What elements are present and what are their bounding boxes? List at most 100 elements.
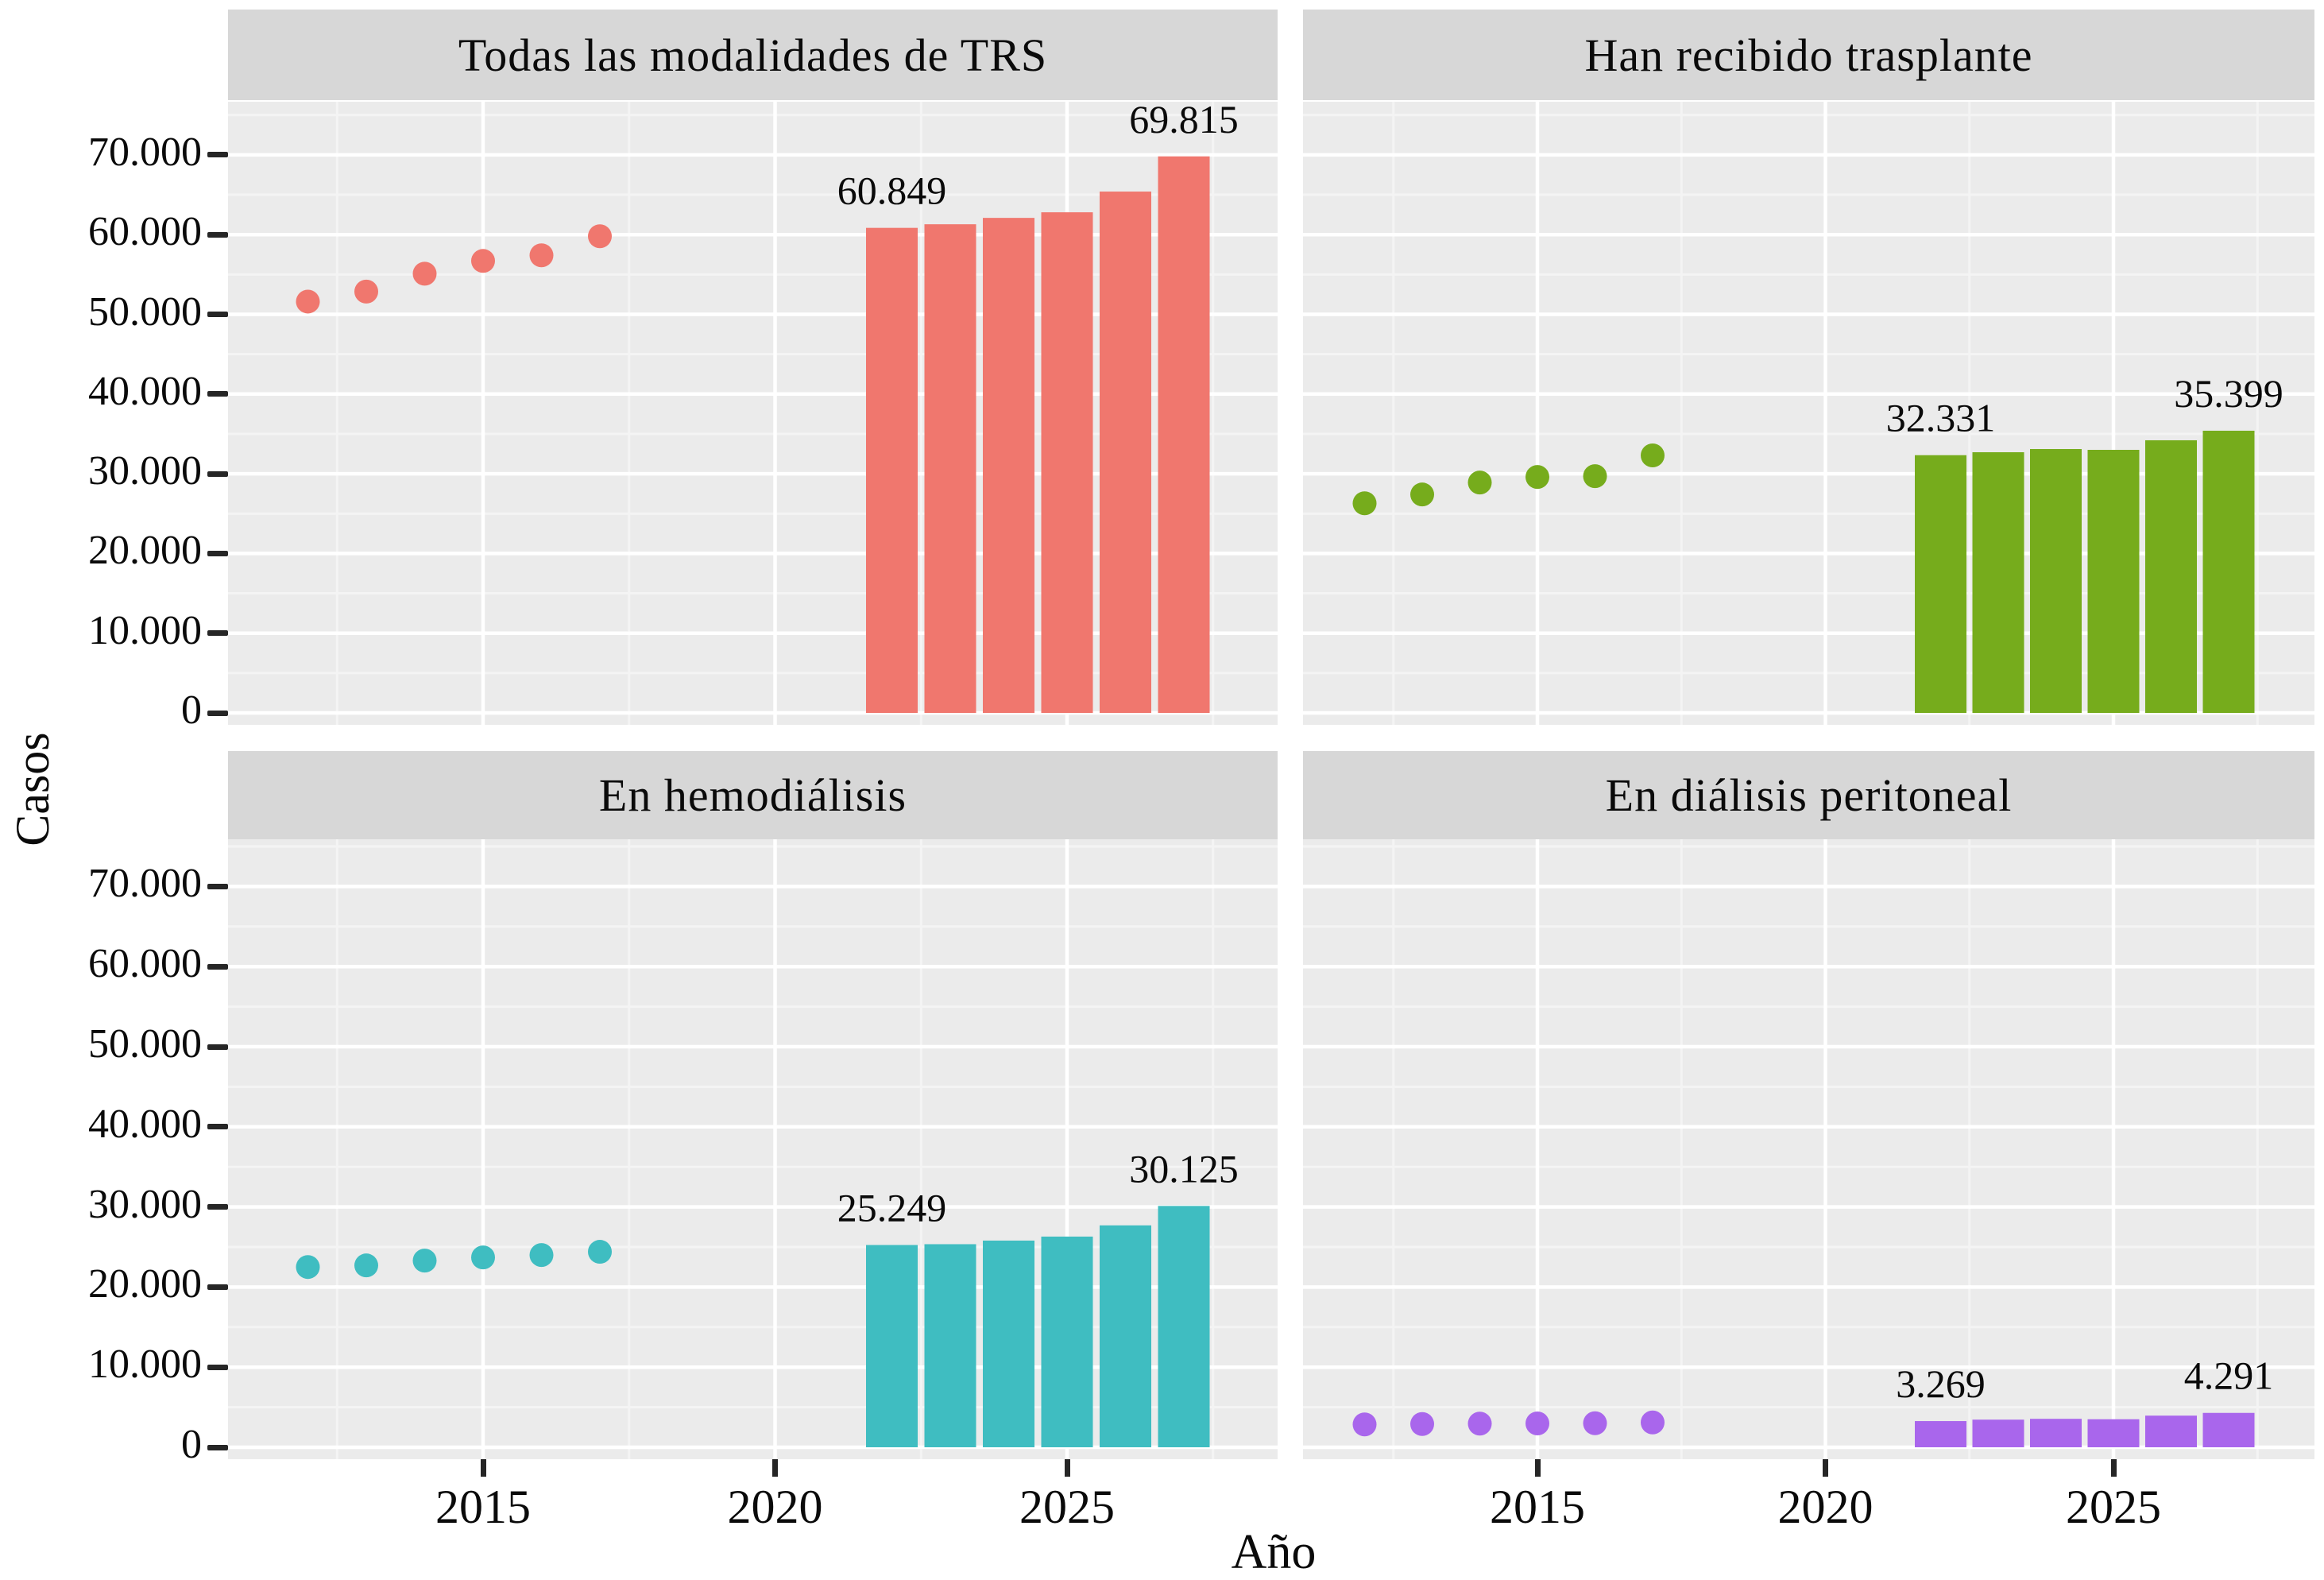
projection-bar bbox=[2145, 1415, 2197, 1447]
facet-strip-trasplante: Han recibido trasplante bbox=[1303, 10, 2314, 100]
observed-data-point bbox=[1467, 1412, 1492, 1436]
x-tick-label: 2020 bbox=[727, 1481, 823, 1533]
facet-title: Han recibido trasplante bbox=[1584, 29, 2033, 81]
projection-bar bbox=[1915, 1421, 1966, 1447]
x-tick-label: 2020 bbox=[1777, 1481, 1874, 1533]
observed-data-point bbox=[296, 1255, 320, 1280]
projection-bar bbox=[924, 1244, 976, 1447]
observed-data-point bbox=[1583, 1411, 1607, 1435]
last-bar-value-label: 30.125 bbox=[1129, 1146, 1239, 1191]
first-bar-value-label: 25.249 bbox=[837, 1185, 947, 1230]
y-tick-mark bbox=[207, 1204, 228, 1210]
projection-bar bbox=[866, 1245, 918, 1447]
projection-bar bbox=[2202, 430, 2255, 713]
observed-data-point bbox=[588, 224, 612, 249]
y-tick-mark bbox=[207, 471, 228, 477]
projection-bar bbox=[1100, 192, 1151, 714]
y-tick-label: 70.000 bbox=[88, 129, 202, 175]
y-tick-label: 70.000 bbox=[88, 861, 202, 907]
facet-strip-dialisis-peritoneal: En diálisis peritoneal bbox=[1303, 751, 2314, 839]
observed-data-point bbox=[1410, 482, 1434, 507]
x-tick-mark bbox=[480, 1459, 486, 1477]
y-tick-label: 20.000 bbox=[88, 528, 202, 574]
projection-bar bbox=[2145, 440, 2197, 713]
observed-data-point bbox=[412, 1249, 437, 1273]
y-tick-mark bbox=[207, 152, 228, 158]
y-tick-label: 40.000 bbox=[88, 368, 202, 414]
x-axis-title: Año bbox=[1231, 1525, 1317, 1579]
observed-data-point bbox=[529, 1243, 554, 1268]
y-tick-mark bbox=[207, 231, 228, 238]
projection-bar bbox=[2087, 450, 2140, 713]
projection-bar bbox=[866, 227, 918, 713]
first-bar-value-label: 3.269 bbox=[1896, 1361, 1986, 1406]
x-tick-label: 2015 bbox=[435, 1481, 531, 1533]
x-tick-mark bbox=[772, 1459, 778, 1477]
y-tick-label: 0 bbox=[181, 687, 202, 733]
x-tick-mark bbox=[2110, 1459, 2117, 1477]
projection-bar bbox=[1041, 212, 1093, 714]
y-tick-mark bbox=[207, 312, 228, 317]
observed-data-point bbox=[1525, 465, 1549, 490]
projection-bar bbox=[1158, 1206, 1210, 1447]
observed-data-point bbox=[1583, 464, 1607, 489]
y-tick-label: 10.000 bbox=[88, 1342, 202, 1388]
y-tick-mark bbox=[207, 1444, 228, 1450]
y-tick-label: 60.000 bbox=[88, 209, 202, 255]
projection-bar bbox=[2087, 1419, 2140, 1447]
y-tick-mark bbox=[207, 1364, 228, 1370]
y-tick-mark bbox=[207, 391, 228, 397]
x-tick-label: 2025 bbox=[2066, 1481, 2161, 1533]
last-bar-value-label: 4.291 bbox=[2184, 1353, 2274, 1398]
y-tick-label: 50.000 bbox=[88, 1021, 202, 1067]
panel-plot-dialisis-peritoneal: 3.269 4.291 bbox=[1303, 839, 2314, 1459]
panel-plot-todas-trs: 60.849 69.815 bbox=[228, 102, 1278, 725]
facet-title: En diálisis peritoneal bbox=[1605, 769, 2013, 821]
observed-data-point bbox=[1641, 1410, 1665, 1435]
projection-bar bbox=[1972, 1419, 2024, 1447]
observed-data-point bbox=[471, 249, 495, 273]
panel-plot-trasplante: 32.331 35.399 bbox=[1303, 102, 2314, 725]
last-bar-value-label: 35.399 bbox=[2174, 371, 2283, 416]
observed-data-point bbox=[1467, 471, 1492, 495]
projection-bar bbox=[2030, 1419, 2082, 1447]
y-tick-mark bbox=[207, 630, 228, 637]
observed-data-point bbox=[296, 289, 320, 314]
y-tick-mark bbox=[207, 550, 228, 556]
observed-data-point bbox=[471, 1245, 495, 1270]
projection-bar bbox=[1915, 455, 1966, 713]
observed-data-point bbox=[588, 1240, 612, 1264]
facet-strip-hemodialisis: En hemodiálisis bbox=[228, 751, 1278, 839]
observed-data-point bbox=[529, 243, 554, 268]
observed-data-point bbox=[412, 261, 437, 286]
facet-title: Todas las modalidades de TRS bbox=[458, 29, 1048, 81]
y-tick-label: 0 bbox=[181, 1422, 202, 1467]
x-tick-mark bbox=[1534, 1459, 1541, 1477]
y-tick-mark bbox=[207, 963, 228, 970]
x-tick-mark bbox=[1064, 1459, 1070, 1477]
first-bar-value-label: 60.849 bbox=[837, 168, 947, 213]
x-tick-mark bbox=[1823, 1459, 1828, 1477]
projection-bar bbox=[1158, 156, 1210, 713]
panel-background bbox=[1303, 839, 2314, 1459]
projection-bar bbox=[1100, 1225, 1151, 1447]
projection-bar bbox=[1972, 452, 2024, 713]
y-tick-mark bbox=[207, 1044, 228, 1050]
facet-strip-todas-trs: Todas las modalidades de TRS bbox=[228, 10, 1278, 100]
last-bar-value-label: 69.815 bbox=[1129, 102, 1239, 141]
y-tick-mark bbox=[207, 883, 228, 889]
y-tick-mark bbox=[207, 1284, 228, 1290]
facet-title: En hemodiálisis bbox=[598, 769, 907, 821]
observed-data-point bbox=[354, 1253, 378, 1278]
y-tick-label: 40.000 bbox=[88, 1101, 202, 1147]
observed-data-point bbox=[1352, 1412, 1377, 1437]
y-tick-label: 50.000 bbox=[88, 289, 202, 335]
y-tick-label: 10.000 bbox=[88, 607, 202, 653]
y-tick-label: 30.000 bbox=[88, 448, 202, 494]
observed-data-point bbox=[1641, 443, 1665, 468]
y-tick-label: 30.000 bbox=[88, 1181, 202, 1227]
observed-data-point bbox=[1352, 491, 1377, 516]
projection-bar bbox=[983, 218, 1034, 714]
observed-data-point bbox=[1410, 1412, 1434, 1436]
